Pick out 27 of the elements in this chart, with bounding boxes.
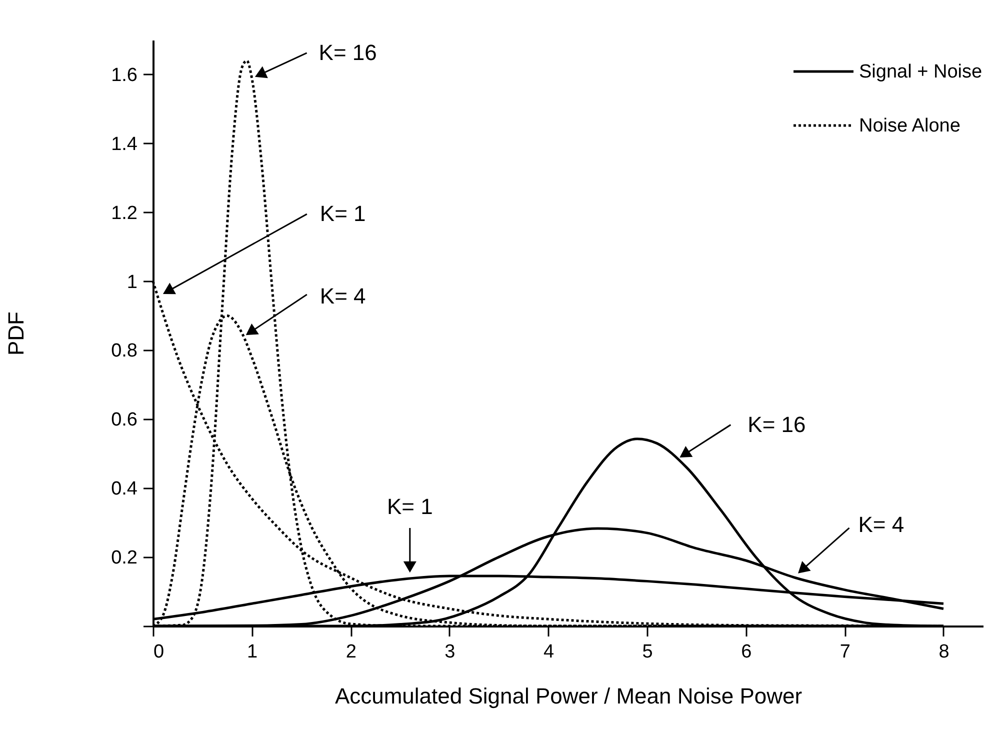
y-tick-label: 0.2 [111,548,138,569]
annotation: K= 16 [318,40,377,65]
x-tick-label: 6 [741,642,752,662]
x-tick-label: 1 [247,642,258,662]
y-tick-label: 1 [126,272,138,293]
annotation: K= 4 [320,283,366,308]
x-tick-label: 4 [543,642,554,662]
legend-label: Noise Alone [859,116,960,136]
y-tick-label: 0.6 [111,410,138,431]
legend-label: Signal + Noise [859,62,982,82]
y-tick-label: 1.6 [111,64,138,86]
y-axis-title: PDF [4,312,28,356]
x-tick-label: 2 [346,642,356,662]
y-tick-label: 0.4 [111,478,138,500]
y-tick-label: 0.8 [111,340,138,362]
x-tick-label: 0 [154,642,164,662]
annotation: K= 1 [320,201,366,226]
annotation: K= 16 [748,412,806,437]
x-tick-label: 3 [444,642,456,662]
x-tick-label: 5 [642,642,653,662]
x-tick-label: 8 [938,642,950,662]
y-tick-label: 1.4 [111,134,138,155]
annotation: K= 4 [858,512,904,537]
x-axis-title: Accumulated Signal Power / Mean Noise Power [334,684,802,708]
x-tick-label: 7 [840,642,850,662]
annotation: K= 1 [386,494,433,519]
y-tick-label: 1.2 [111,202,138,224]
